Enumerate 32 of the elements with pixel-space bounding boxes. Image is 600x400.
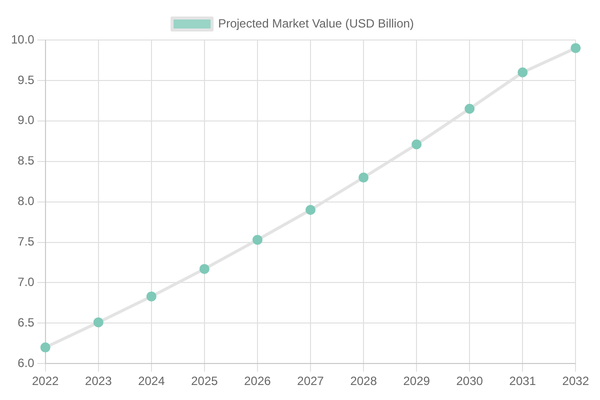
point xyxy=(358,172,369,183)
point xyxy=(464,104,475,114)
x-tick-label: 2032 xyxy=(562,374,590,388)
y-tick-label: 7.0 xyxy=(18,275,35,290)
point xyxy=(412,139,422,150)
x-tick-label: 2023 xyxy=(85,374,112,388)
point xyxy=(93,317,104,328)
point xyxy=(518,67,528,78)
x-tick-label: 2030 xyxy=(456,374,484,388)
y-tick-label: 7.5 xyxy=(18,234,35,249)
point xyxy=(40,342,50,352)
x-tick-label: 2026 xyxy=(244,374,272,388)
x-tick-label: 2028 xyxy=(350,374,378,388)
x-tick-label: 2029 xyxy=(403,374,430,388)
point xyxy=(252,234,262,245)
x-tick-label: 2025 xyxy=(191,374,218,388)
x-tick-label: 2022 xyxy=(32,374,60,388)
x-tick-label: 2024 xyxy=(138,374,166,388)
point xyxy=(306,204,316,215)
y-tick-label: 9.0 xyxy=(18,113,35,128)
y-tick-label: 10.0 xyxy=(10,32,35,46)
y-tick-label: 6.0 xyxy=(18,356,35,370)
point xyxy=(570,43,581,54)
y-tick-label: 8.5 xyxy=(18,154,35,168)
point xyxy=(199,264,210,274)
y-tick-label: 8.0 xyxy=(18,194,35,208)
x-tick-label: 2031 xyxy=(509,374,536,388)
point xyxy=(146,291,156,302)
y-tick-label: 9.5 xyxy=(18,72,35,87)
y-tick-label: 6.5 xyxy=(18,315,35,330)
x-tick-label: 2027 xyxy=(297,374,324,388)
legend-label: Projected Market Value (USD Billion) xyxy=(218,16,414,30)
